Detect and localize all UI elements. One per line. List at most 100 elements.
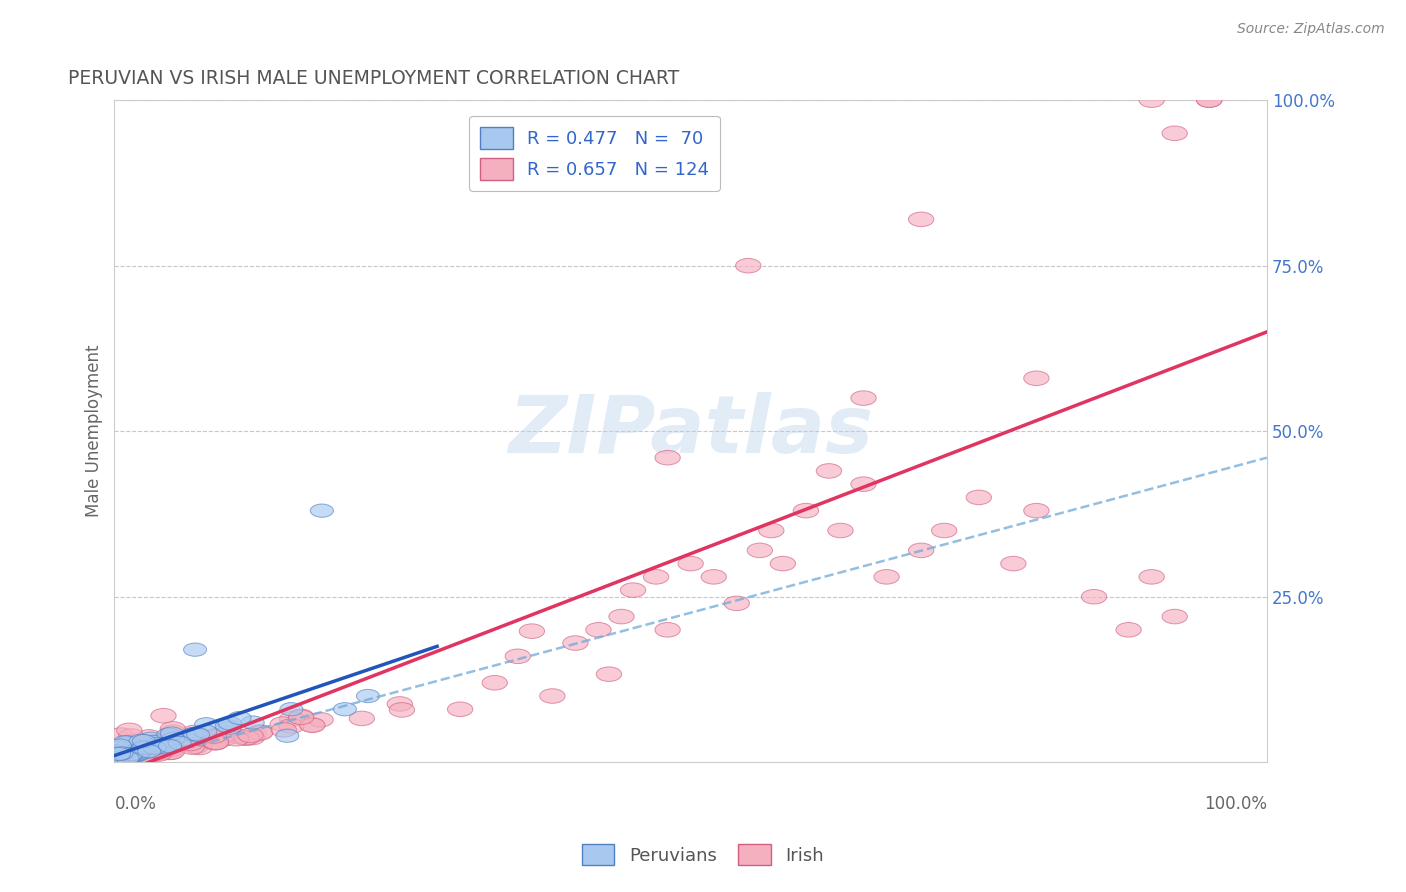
Ellipse shape [770, 557, 796, 571]
Y-axis label: Male Unemployment: Male Unemployment [86, 345, 103, 517]
Ellipse shape [202, 736, 228, 750]
Ellipse shape [134, 745, 157, 758]
Ellipse shape [162, 732, 186, 746]
Ellipse shape [115, 752, 139, 765]
Ellipse shape [218, 717, 242, 730]
Ellipse shape [118, 729, 143, 743]
Ellipse shape [107, 751, 129, 764]
Ellipse shape [299, 717, 325, 732]
Ellipse shape [108, 739, 132, 752]
Ellipse shape [1116, 623, 1142, 637]
Ellipse shape [1001, 557, 1026, 571]
Ellipse shape [107, 748, 132, 763]
Ellipse shape [104, 745, 128, 758]
Ellipse shape [135, 741, 159, 755]
Ellipse shape [107, 747, 129, 761]
Ellipse shape [129, 744, 152, 757]
Ellipse shape [125, 742, 150, 757]
Ellipse shape [288, 710, 314, 724]
Ellipse shape [224, 729, 249, 743]
Ellipse shape [201, 729, 226, 743]
Ellipse shape [184, 643, 207, 657]
Ellipse shape [349, 711, 374, 726]
Ellipse shape [311, 504, 333, 517]
Ellipse shape [150, 739, 174, 751]
Ellipse shape [136, 730, 162, 744]
Ellipse shape [114, 736, 136, 749]
Ellipse shape [150, 737, 176, 751]
Ellipse shape [678, 557, 703, 571]
Ellipse shape [194, 718, 218, 731]
Ellipse shape [505, 649, 530, 664]
Ellipse shape [117, 723, 142, 738]
Ellipse shape [136, 736, 162, 751]
Ellipse shape [132, 741, 155, 755]
Ellipse shape [108, 750, 134, 764]
Ellipse shape [142, 747, 167, 761]
Ellipse shape [735, 259, 761, 273]
Ellipse shape [655, 450, 681, 465]
Ellipse shape [169, 736, 191, 749]
Ellipse shape [1161, 126, 1188, 141]
Ellipse shape [127, 746, 149, 759]
Ellipse shape [280, 703, 302, 716]
Ellipse shape [117, 735, 142, 749]
Ellipse shape [540, 689, 565, 703]
Ellipse shape [103, 752, 128, 767]
Ellipse shape [134, 740, 157, 754]
Ellipse shape [157, 728, 180, 741]
Ellipse shape [160, 738, 183, 751]
Ellipse shape [143, 741, 166, 755]
Ellipse shape [179, 739, 204, 755]
Ellipse shape [204, 735, 229, 749]
Ellipse shape [132, 738, 157, 753]
Ellipse shape [215, 726, 240, 741]
Ellipse shape [188, 735, 214, 749]
Ellipse shape [1024, 371, 1049, 385]
Ellipse shape [145, 744, 170, 759]
Ellipse shape [104, 755, 127, 768]
Ellipse shape [160, 724, 186, 739]
Ellipse shape [218, 721, 242, 734]
Ellipse shape [447, 702, 472, 716]
Ellipse shape [357, 690, 380, 703]
Ellipse shape [562, 636, 588, 650]
Ellipse shape [851, 391, 876, 405]
Ellipse shape [110, 750, 132, 764]
Text: 0.0%: 0.0% [114, 796, 156, 814]
Ellipse shape [125, 747, 150, 762]
Ellipse shape [276, 729, 299, 742]
Ellipse shape [114, 747, 139, 762]
Ellipse shape [875, 570, 900, 584]
Ellipse shape [278, 719, 304, 733]
Ellipse shape [160, 727, 183, 740]
Ellipse shape [201, 733, 226, 748]
Ellipse shape [759, 524, 785, 538]
Ellipse shape [793, 503, 818, 518]
Ellipse shape [609, 609, 634, 624]
Ellipse shape [110, 754, 132, 767]
Ellipse shape [129, 749, 155, 764]
Ellipse shape [620, 582, 645, 598]
Ellipse shape [228, 712, 252, 724]
Ellipse shape [110, 750, 132, 764]
Ellipse shape [146, 735, 170, 748]
Ellipse shape [270, 717, 295, 731]
Ellipse shape [215, 719, 239, 732]
Ellipse shape [1139, 570, 1164, 584]
Ellipse shape [104, 754, 127, 767]
Ellipse shape [150, 708, 176, 723]
Ellipse shape [117, 752, 142, 766]
Ellipse shape [142, 735, 165, 748]
Ellipse shape [127, 748, 149, 761]
Ellipse shape [187, 728, 209, 741]
Ellipse shape [644, 570, 669, 584]
Ellipse shape [132, 734, 156, 747]
Ellipse shape [103, 745, 128, 760]
Ellipse shape [104, 754, 129, 768]
Ellipse shape [135, 743, 160, 758]
Ellipse shape [242, 716, 264, 729]
Ellipse shape [271, 723, 297, 737]
Ellipse shape [117, 750, 143, 765]
Ellipse shape [160, 722, 186, 736]
